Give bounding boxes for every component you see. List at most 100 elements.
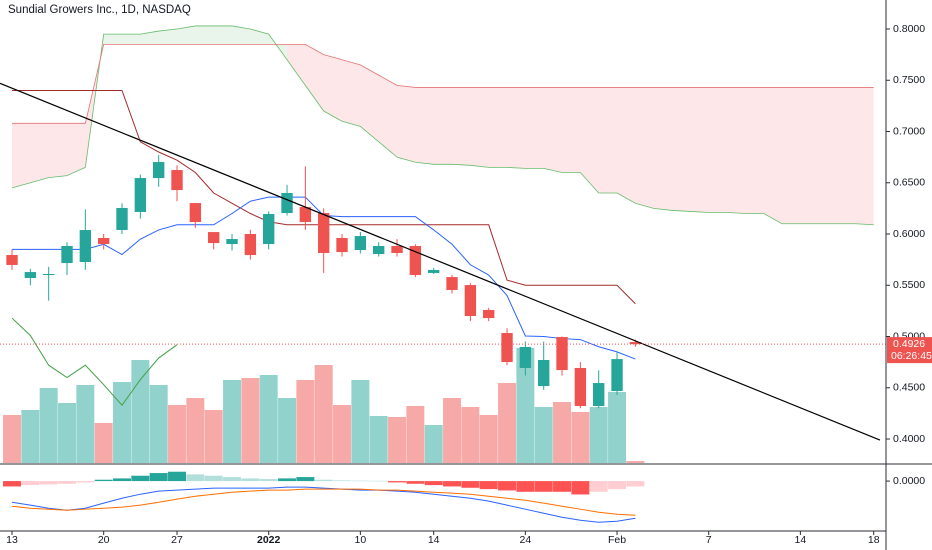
cloud-fill [213,25,233,45]
candle-body [428,269,440,273]
y-tick-label: 0.7500 [893,74,925,86]
cloud-fill [287,44,306,86]
macd-histogram-bar [388,481,407,483]
cloud-fill [103,34,123,45]
volume-bar [296,380,315,463]
cloud-fill [617,87,636,204]
cloud-fill [67,123,86,176]
cloud-fill [653,87,673,211]
cloud-fill [140,31,159,45]
cloud-fill [507,87,526,169]
volume-bar [589,407,608,463]
macd-histogram-bar [443,481,462,487]
cloud-fill [305,44,324,112]
candle-body [226,239,238,245]
cloud-fill [745,87,764,214]
cloud-fill [452,87,471,166]
cloud-fill [672,87,691,212]
cloud-fill [525,87,544,169]
macd-histogram-bar [278,478,297,482]
candle-body [556,337,568,371]
x-tick-label: Feb [608,534,626,546]
countdown-label: 06:26:45 [891,350,932,362]
candle-body [6,255,18,265]
x-tick-label: 13 [6,534,18,546]
volume-bar [131,360,150,463]
cloud-fill [708,87,728,213]
y-tick-label: 0.0000 [893,475,925,487]
cloud-fill [415,87,434,165]
cloud-fill [232,25,251,45]
y-tick-label: 0.4500 [893,382,925,394]
signal-line [11,488,636,516]
candle-body [61,246,73,264]
lagging-span-line [11,317,178,406]
macd-histogram-bar [333,480,352,482]
macd-histogram-bar [461,481,480,488]
macd-histogram-bar [149,473,168,482]
macd-histogram-bar [534,481,553,492]
y-tick-label: 0.4000 [893,433,925,445]
cloud-fill [470,87,489,168]
cloud-fill [855,87,874,225]
cloud-fill [763,87,783,224]
volume-bar [259,375,278,463]
volume-bar [406,406,425,463]
volume-bar [149,385,168,463]
macd-histogram-bar [369,480,388,482]
cloud-fill [342,59,361,127]
cloud-fill [562,87,581,173]
candle-body [446,277,458,290]
macd-histogram-bar [241,478,260,482]
volume-bar [39,388,58,463]
cloud-fill [690,87,709,213]
macd-histogram-bar [406,481,425,484]
volume-bar [241,378,260,463]
macd-histogram-bar [571,481,590,495]
candle-body [263,214,275,245]
volume-bar [369,416,388,463]
macd-histogram-bar [94,479,113,482]
candle-body [409,246,422,276]
candle-body [318,212,330,253]
candle-body [171,170,183,191]
volume-bar [58,403,76,463]
volume-bar [94,423,113,463]
macd-histogram-bar [479,481,498,490]
y-tick-label: 0.7000 [893,125,925,137]
volume-bar [21,410,40,463]
candle-body [574,367,587,407]
macd-line [11,486,636,523]
trendline [0,82,881,441]
candle-body [464,285,477,317]
cloud-fill [635,87,654,209]
y-tick-label: 0.6000 [893,228,925,240]
volume-bar [571,412,590,463]
x-tick-label: 18 [868,534,880,546]
cloud-fill [158,29,178,45]
candle-body [373,246,385,254]
cloud-fill [397,85,416,163]
candle-body [354,236,367,251]
volume-bar [479,415,498,463]
x-tick-label: 20 [98,534,110,546]
macd-histogram-bar [58,481,76,484]
x-tick-label: 10 [355,534,367,546]
cloud-fill [580,87,599,194]
macd-histogram-bar [131,475,150,482]
volume-bar [76,385,95,463]
last-price-box [887,337,932,364]
candle-body [24,272,37,278]
candle-body [97,238,110,245]
cloud-fill [323,54,343,122]
macd-histogram-bar [259,479,278,482]
cloud-fill [122,34,141,45]
macd-histogram-bar [113,478,131,482]
x-tick-label: 7 [706,534,712,546]
macd-histogram-bar [424,481,443,486]
volume-bar [424,425,443,463]
cloud-fill [378,75,398,158]
cloud-fill [837,87,856,224]
cloud-fill [195,25,214,45]
